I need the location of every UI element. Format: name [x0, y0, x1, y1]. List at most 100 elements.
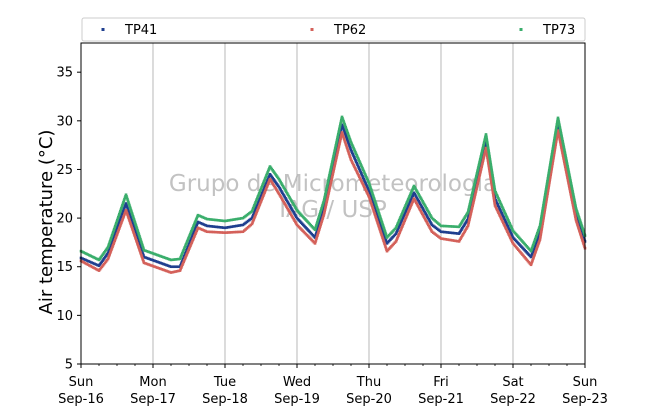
- data-point: [341, 134, 345, 137]
- data-point: [581, 234, 585, 237]
- data-point: [335, 145, 339, 149]
- data-point: [439, 237, 443, 240]
- data-point: [157, 254, 161, 257]
- data-point: [469, 210, 473, 214]
- data-point: [552, 143, 555, 147]
- data-point: [477, 162, 481, 166]
- data-point: [395, 238, 398, 242]
- data-point: [268, 177, 272, 181]
- data-point: [399, 216, 402, 219]
- data-point: [340, 115, 344, 119]
- data-point: [338, 142, 341, 145]
- data-point: [358, 159, 361, 163]
- data-point: [418, 208, 422, 211]
- data-point: [336, 148, 340, 152]
- data-point: [429, 222, 433, 225]
- x-tick-label: Tue: [213, 375, 236, 390]
- data-point: [447, 225, 451, 228]
- data-point: [442, 230, 446, 234]
- data-point: [240, 223, 243, 227]
- data-point: [545, 181, 549, 185]
- data-point: [285, 198, 288, 201]
- x-axis: SunSep-16MonSep-17TueSep-18WedSep-19ThuS…: [58, 364, 608, 407]
- data-point: [335, 140, 338, 144]
- x-tick-label: Sep-22: [490, 392, 536, 407]
- data-point: [408, 195, 411, 198]
- data-point: [287, 194, 291, 198]
- data-point: [177, 269, 180, 273]
- data-point: [559, 132, 563, 135]
- data-point: [337, 129, 341, 133]
- data-point: [492, 181, 496, 185]
- data-point: [278, 193, 282, 197]
- data-point: [544, 200, 548, 203]
- data-point: [358, 161, 362, 164]
- data-point: [369, 186, 372, 189]
- data-point: [552, 157, 555, 161]
- data-point: [486, 159, 490, 163]
- data-point: [119, 224, 122, 227]
- data-point: [231, 218, 235, 221]
- data-point: [492, 196, 496, 199]
- data-point: [127, 202, 131, 206]
- data-point: [182, 247, 186, 251]
- data-point: [198, 214, 201, 218]
- data-point: [260, 186, 263, 189]
- data-point: [511, 227, 514, 231]
- data-point: [276, 189, 279, 193]
- data-point: [180, 253, 184, 256]
- data-point: [538, 224, 542, 228]
- data-point: [467, 221, 471, 225]
- data-point: [580, 229, 583, 233]
- data-point: [581, 232, 584, 236]
- data-point: [480, 153, 483, 156]
- data-point: [264, 175, 268, 179]
- data-point: [183, 258, 186, 262]
- data-point: [318, 226, 322, 230]
- data-point: [362, 185, 366, 189]
- data-point: [509, 237, 513, 241]
- data-point: [368, 198, 372, 202]
- data-point: [336, 142, 340, 145]
- data-point: [350, 151, 354, 155]
- data-point: [88, 264, 91, 267]
- data-point: [88, 260, 92, 264]
- data-point: [481, 145, 485, 149]
- data-point: [187, 244, 190, 248]
- data-point: [184, 256, 187, 259]
- data-point: [130, 211, 134, 215]
- data-point: [369, 201, 373, 205]
- data-point: [356, 172, 360, 176]
- data-point: [397, 219, 401, 222]
- data-point: [341, 118, 345, 122]
- data-point: [314, 239, 318, 242]
- data-point: [230, 218, 233, 222]
- data-point: [283, 202, 287, 205]
- data-point: [550, 151, 554, 155]
- data-point: [572, 194, 575, 198]
- data-point: [257, 199, 261, 202]
- data-point: [576, 224, 580, 228]
- data-point: [333, 147, 337, 150]
- data-point: [549, 157, 553, 161]
- data-point: [319, 208, 323, 212]
- data-point: [154, 260, 158, 263]
- data-point: [207, 230, 210, 234]
- data-point: [252, 218, 256, 221]
- data-point: [266, 171, 269, 174]
- data-point: [151, 264, 155, 268]
- data-point: [471, 195, 475, 199]
- data-point: [470, 203, 473, 207]
- data-point: [323, 208, 327, 211]
- data-point: [333, 165, 336, 169]
- data-point: [383, 236, 387, 239]
- y-tick-label: 30: [56, 114, 73, 129]
- data-point: [120, 205, 124, 209]
- data-point: [503, 211, 507, 215]
- data-point: [354, 158, 357, 162]
- data-point: [140, 242, 144, 246]
- data-point: [341, 132, 344, 136]
- data-point: [107, 256, 110, 259]
- data-point: [332, 161, 336, 164]
- data-point: [316, 232, 320, 236]
